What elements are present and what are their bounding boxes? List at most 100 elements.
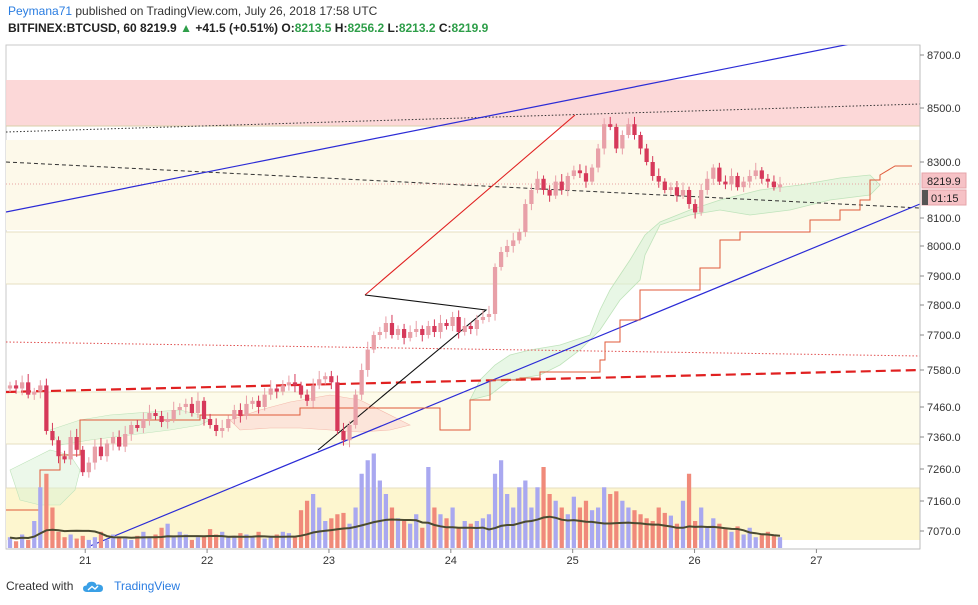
candle-body	[220, 428, 225, 431]
volume-bar	[317, 507, 322, 548]
last-price-badge	[921, 172, 967, 189]
volume-bar	[529, 507, 534, 548]
candle-body	[383, 323, 389, 332]
candle-body	[304, 394, 310, 401]
volume-bar	[383, 494, 389, 548]
volume-bar	[365, 460, 370, 548]
candle-body	[74, 437, 79, 450]
volume-bar	[523, 480, 528, 548]
volume-bar	[553, 500, 558, 548]
candle-body	[486, 314, 492, 317]
volume-bar	[614, 491, 619, 548]
volume-bar	[620, 500, 625, 548]
volume-bar	[341, 512, 346, 548]
volume-bar	[20, 534, 25, 548]
volume-bar	[735, 526, 740, 548]
volume-bar	[759, 534, 764, 548]
candle-body	[292, 382, 298, 386]
upper-support-zone	[6, 232, 920, 284]
volume-bar	[674, 523, 680, 548]
volume-bar	[50, 507, 55, 548]
volume-bar	[92, 537, 98, 548]
candle-body	[608, 124, 613, 127]
candle-body	[699, 190, 704, 213]
volume-bar	[123, 538, 128, 548]
volume-bar	[414, 514, 419, 548]
candle-body	[408, 332, 413, 338]
volume-bar	[602, 487, 607, 548]
candle-body	[353, 394, 358, 425]
tradingview-cloud-icon	[82, 581, 103, 592]
volume-bar	[347, 523, 352, 548]
volume-bar	[304, 500, 310, 548]
candle-body	[480, 317, 486, 320]
candle-body	[517, 232, 522, 241]
volume-bar	[480, 518, 486, 548]
y-tick-label: 7360.0	[927, 432, 961, 444]
candle-body	[7, 385, 13, 389]
candle-body	[717, 167, 722, 182]
candle-body	[104, 443, 110, 457]
candle-body	[747, 176, 752, 182]
volume-bar	[717, 523, 722, 548]
candle-body	[401, 329, 407, 338]
candle-body	[238, 410, 243, 416]
volume-bar	[292, 537, 298, 548]
candle-body	[62, 456, 67, 460]
candle-body	[280, 385, 285, 392]
y-tick-label: 8500.0	[927, 103, 961, 115]
candle-body	[389, 323, 395, 335]
candle-body	[68, 437, 73, 460]
volume-bar	[32, 521, 37, 548]
volume-ma-line	[9, 515, 781, 540]
candle-body	[523, 204, 528, 232]
volume-bar	[62, 537, 67, 548]
candle-body	[577, 170, 583, 174]
volume-bar	[680, 500, 686, 548]
volume-bar	[68, 534, 73, 548]
volume-bar	[13, 541, 19, 548]
volume-bar	[486, 514, 492, 548]
volume-bar	[395, 518, 401, 548]
volume-bar	[456, 527, 461, 548]
volume-bar	[741, 534, 746, 548]
volume-bar	[371, 453, 376, 548]
volume-bar	[711, 518, 716, 548]
candle-body	[177, 407, 182, 410]
volume-bar	[238, 533, 243, 548]
volume-bar	[577, 507, 583, 548]
candle-body	[159, 416, 164, 422]
volume-bar	[80, 535, 85, 548]
candle-body	[729, 176, 734, 185]
volume-bar	[207, 529, 213, 548]
volume-bar	[232, 535, 237, 548]
tradingview-link[interactable]: TradingView	[114, 579, 181, 593]
x-axis-ticks[interactable]: 21 22 23 24 25 26 27	[79, 549, 823, 567]
candle-body	[583, 173, 589, 182]
plot-area[interactable]	[5, 44, 921, 550]
candle-body	[226, 419, 231, 428]
candle-body	[38, 385, 43, 392]
candle-body	[644, 148, 649, 162]
candle-body	[147, 413, 152, 419]
candle-body	[80, 449, 85, 473]
volume-bar	[323, 521, 328, 548]
volume-bar	[129, 539, 134, 548]
last-price: 8219.9	[140, 21, 177, 35]
candle-body	[189, 403, 195, 413]
y-axis-ticks[interactable]: 8700.0 8500.0 8300.0 8100.0 8000.0 7900.0 7800…	[920, 50, 961, 538]
candle-body	[456, 317, 461, 332]
candle-body	[323, 376, 328, 380]
price-change: +41.5 (+0.51%)	[195, 21, 279, 35]
volume-bar	[771, 535, 777, 548]
author-name[interactable]: Peymana71	[8, 4, 73, 18]
candle-body	[298, 385, 304, 395]
volume-bar	[98, 531, 104, 548]
candle-body	[777, 184, 783, 188]
candle-body	[341, 431, 346, 441]
volume-bar	[153, 534, 158, 548]
candle-body	[492, 267, 498, 314]
price-chart[interactable]: 8700.0 8500.0 8300.0 8100.0 8000.0 7900.0 7800…	[0, 40, 978, 605]
volume-bar	[474, 521, 479, 548]
candle-body	[632, 124, 637, 135]
